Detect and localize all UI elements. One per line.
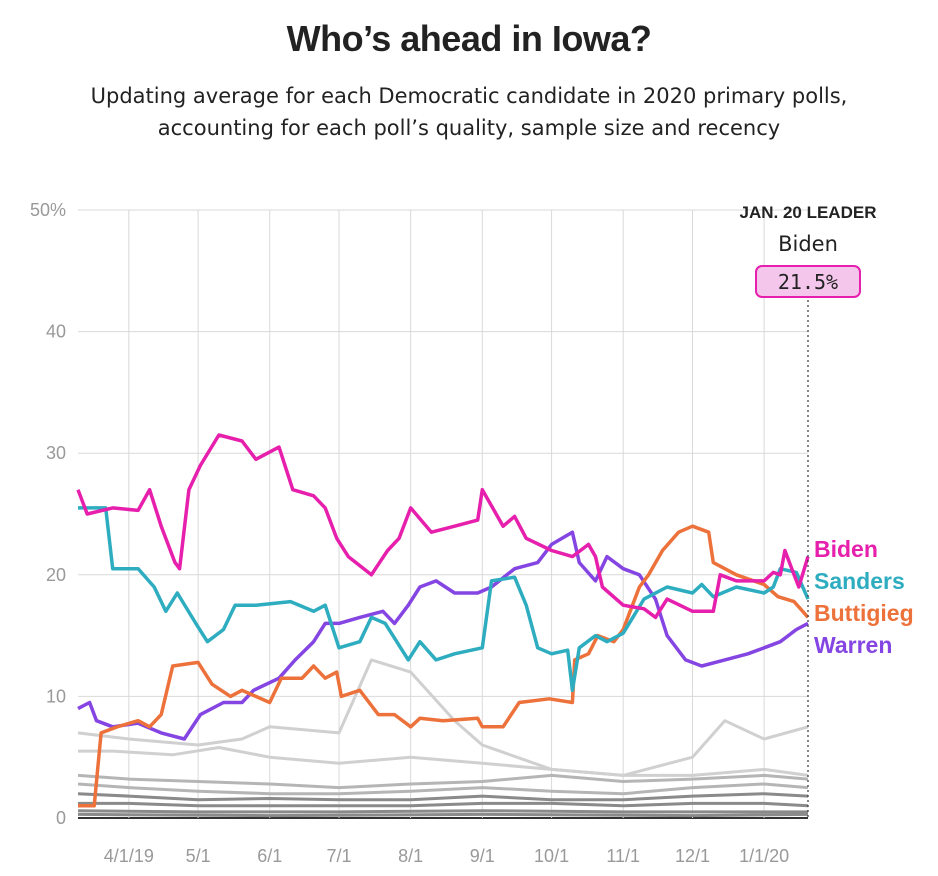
series-labels: Biden Sanders Buttigieg Warren: [814, 536, 914, 658]
biden-line: [76, 433, 810, 620]
warren-label: Warren: [814, 632, 892, 658]
other-candidate-line: [77, 773, 809, 790]
y-tick-label: 0: [56, 808, 66, 828]
grid-layer: [78, 209, 808, 819]
other-candidates-layer: [77, 658, 809, 818]
other-candidate-line: [77, 782, 809, 796]
leader-value-badge: [755, 265, 861, 298]
other-candidate-line: [78, 801, 809, 808]
y-tick-label: 30: [46, 443, 66, 463]
x-tick-label: 1/1/20: [739, 846, 789, 866]
x-tick-label: 6/1: [257, 846, 282, 866]
axis-layer: 0 10 20 30 40 50% 4/1/19 5/1 6/1 7/1 8/1 9/1 10/1 11/…: [30, 200, 789, 866]
sanders-line: [78, 506, 810, 693]
warren-line: [77, 530, 809, 741]
biden-label: Biden: [814, 536, 878, 562]
leader-heading: JAN. 20 LEADER: [740, 203, 877, 222]
x-tick-label: 12/1: [675, 846, 710, 866]
y-tick-label: 40: [46, 322, 66, 342]
y-tick-label: 20: [46, 565, 66, 585]
buttigieg-line: [78, 524, 810, 808]
other-candidate-line: [77, 658, 809, 777]
leader-box: JAN. 20 LEADER Biden 21.5%: [740, 203, 877, 818]
chart-subtitle-line-2: accounting for each poll’s quality, samp…: [157, 116, 781, 140]
x-tick-label: 8/1: [398, 846, 423, 866]
sanders-label: Sanders: [814, 568, 905, 594]
x-tick-label: 4/1/19: [104, 846, 154, 866]
other-candidate-line: [77, 809, 808, 814]
y-tick-label: 50%: [30, 200, 66, 220]
chart-title: Who’s ahead in Iowa?: [286, 18, 652, 59]
x-tick-label: 7/1: [327, 846, 352, 866]
chart-subtitle-line-1: Updating average for each Democratic can…: [90, 84, 848, 108]
main-candidates-layer: [76, 433, 810, 808]
leader-value: 21.5%: [778, 270, 838, 294]
other-candidate-line: [77, 792, 809, 802]
x-tick-label: 11/1: [606, 846, 640, 866]
leader-name: Biden: [778, 232, 838, 256]
y-tick-label: 10: [46, 686, 66, 706]
x-tick-label: 10/1: [534, 846, 569, 866]
other-candidate-line: [77, 812, 809, 818]
buttigieg-label: Buttigieg: [814, 600, 914, 626]
x-tick-label: 9/1: [470, 846, 495, 866]
other-candidate-line: [78, 746, 809, 777]
x-tick-label: 5/1: [186, 846, 211, 866]
